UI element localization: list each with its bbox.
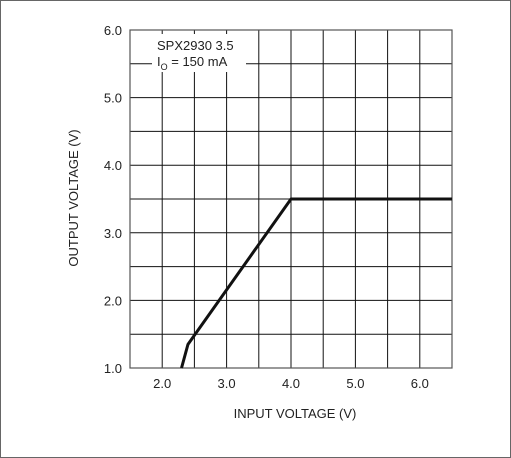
y-tick-label: 4.0: [104, 158, 122, 173]
x-axis-label: INPUT VOLTAGE (V): [234, 406, 357, 421]
annotation-current-symbol: I: [157, 54, 161, 69]
series-line-output-voltage: [180, 197, 452, 369]
y-tick-label: 5.0: [104, 91, 122, 106]
x-tick-label: 2.0: [153, 376, 171, 391]
tick-labels: 2.0 3.0 4.0 5.0 6.0 1.0 2.0 3.0 4.0 5.0 6.0: [104, 23, 429, 391]
annotation-current-value: = 150 mA: [168, 54, 228, 69]
x-tick-label: 5.0: [346, 376, 364, 391]
annotation-current-subscript: O: [161, 62, 168, 72]
y-axis-label: OUTPUT VOLTAGE (V): [66, 129, 81, 266]
annotation-line1: SPX2930 3.5: [157, 38, 234, 53]
x-tick-label: 4.0: [282, 376, 300, 391]
plot-area: 2.0 3.0 4.0 5.0 6.0 1.0 2.0 3.0 4.0 5.0 6.0 SPX293…: [104, 23, 453, 391]
y-tick-label: 1.0: [104, 361, 122, 376]
annotation-line2: IO = 150 mA: [157, 54, 228, 72]
y-tick-label: 3.0: [104, 226, 122, 241]
series-layer: [180, 197, 452, 369]
x-tick-label: 6.0: [411, 376, 429, 391]
x-tick-label: 3.0: [218, 376, 236, 391]
legend-annotation: SPX2930 3.5 IO = 150 mA: [152, 34, 246, 72]
y-tick-label: 2.0: [104, 293, 122, 308]
annotation-box: [152, 34, 246, 72]
y-tick-label: 6.0: [104, 23, 122, 38]
